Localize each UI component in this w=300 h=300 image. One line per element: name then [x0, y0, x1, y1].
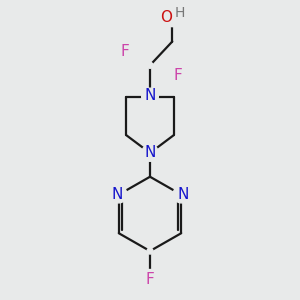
Circle shape	[147, 62, 153, 68]
Text: F: F	[174, 68, 183, 83]
Circle shape	[142, 145, 158, 161]
Text: N: N	[144, 146, 156, 160]
Circle shape	[147, 38, 153, 44]
Circle shape	[164, 9, 181, 27]
Text: F: F	[146, 272, 154, 287]
Text: N: N	[144, 88, 156, 104]
Text: O: O	[160, 10, 172, 25]
Text: N: N	[112, 187, 123, 202]
Circle shape	[147, 248, 153, 254]
Circle shape	[117, 47, 129, 59]
Circle shape	[171, 68, 183, 80]
Circle shape	[142, 88, 158, 105]
Circle shape	[142, 269, 158, 286]
Circle shape	[173, 186, 190, 203]
Text: H: H	[175, 6, 185, 20]
Circle shape	[110, 186, 127, 203]
Text: N: N	[177, 187, 188, 202]
Text: F: F	[120, 44, 129, 59]
